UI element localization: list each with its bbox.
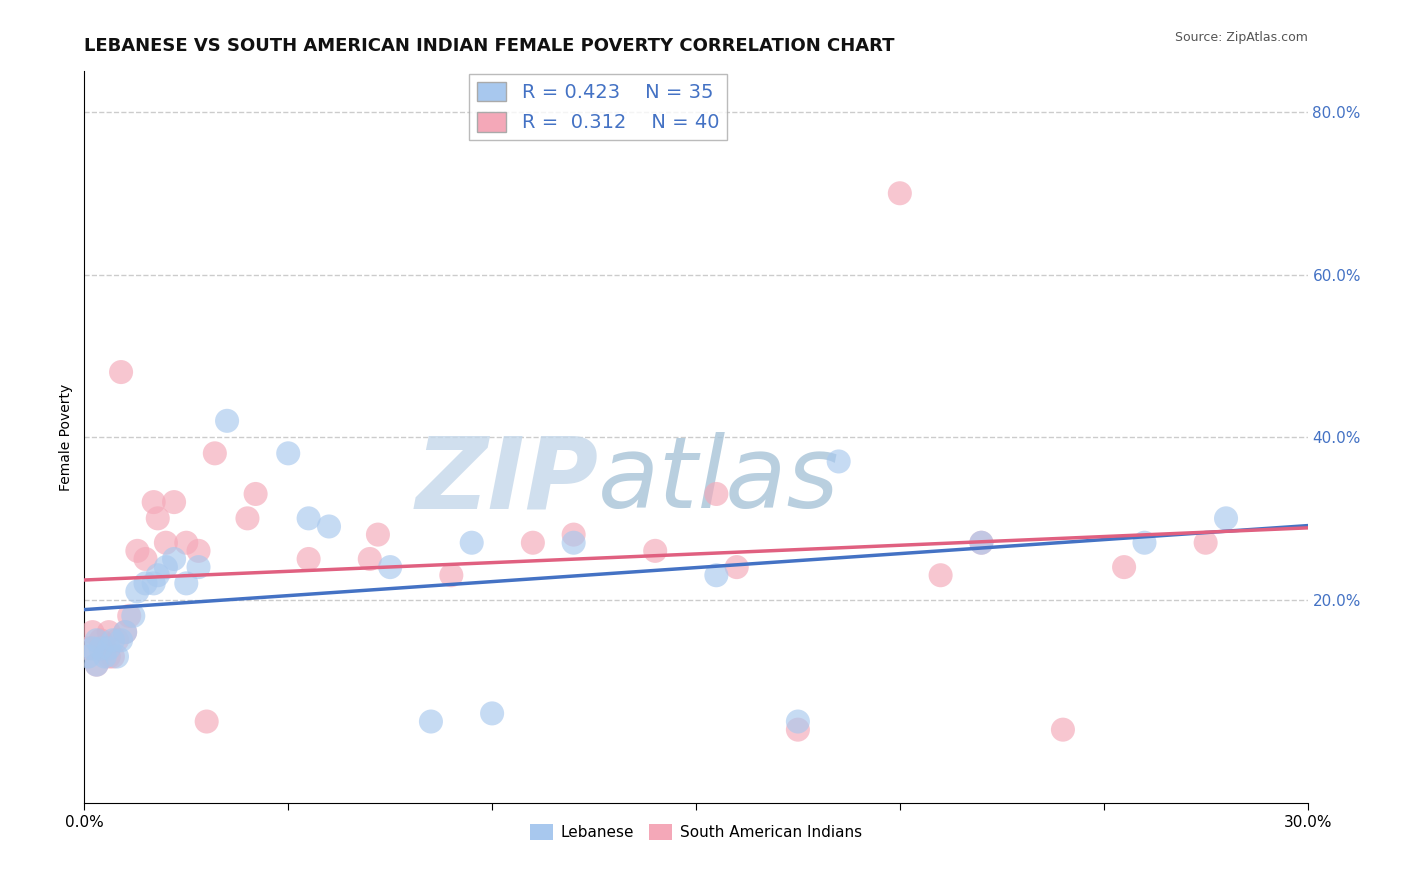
Point [245, 487, 267, 501]
Point [142, 495, 165, 509]
Point [217, 414, 239, 428]
Point [163, 552, 186, 566]
Point [706, 487, 728, 501]
Point [114, 625, 136, 640]
Point [787, 723, 810, 737]
Point [97, 641, 120, 656]
Point [146, 511, 169, 525]
Text: Source: ZipAtlas.com: Source: ZipAtlas.com [1174, 31, 1308, 45]
Point [163, 495, 186, 509]
Point [101, 633, 124, 648]
Text: atlas: atlas [598, 433, 839, 530]
Point [90, 633, 112, 648]
Point [105, 649, 128, 664]
Point [90, 641, 112, 656]
Point [174, 535, 197, 549]
Point [118, 608, 141, 623]
Text: LEBANESE VS SOUTH AMERICAN INDIAN FEMALE POVERTY CORRELATION CHART: LEBANESE VS SOUTH AMERICAN INDIAN FEMALE… [84, 37, 894, 54]
Point [277, 446, 299, 460]
Point [110, 633, 132, 648]
Point [318, 519, 340, 533]
Point [93, 649, 115, 664]
Point [187, 560, 209, 574]
Legend: Lebanese, South American Indians: Lebanese, South American Indians [524, 818, 868, 847]
Point [706, 568, 728, 582]
Text: ZIP: ZIP [415, 433, 598, 530]
Point [889, 186, 911, 201]
Point [122, 608, 145, 623]
Point [101, 649, 124, 664]
Point [236, 511, 259, 525]
Point [82, 625, 104, 640]
Point [1215, 511, 1237, 525]
Point [127, 584, 149, 599]
Point [367, 527, 389, 541]
Point [522, 535, 544, 549]
Point [420, 714, 443, 729]
Point [82, 641, 104, 656]
Point [77, 641, 100, 656]
Point [298, 511, 321, 525]
Point [135, 576, 157, 591]
Y-axis label: Female Poverty: Female Poverty [59, 384, 73, 491]
Point [86, 657, 108, 672]
Point [174, 576, 197, 591]
Point [562, 527, 585, 541]
Point [86, 633, 108, 648]
Point [114, 625, 136, 640]
Point [97, 649, 120, 664]
Point [187, 544, 209, 558]
Point [146, 568, 169, 582]
Point [461, 535, 484, 549]
Point [97, 625, 120, 640]
Point [725, 560, 748, 574]
Point [105, 633, 128, 648]
Point [93, 641, 115, 656]
Point [204, 446, 226, 460]
Point [142, 576, 165, 591]
Point [86, 657, 108, 672]
Point [970, 535, 993, 549]
Point [380, 560, 402, 574]
Point [562, 535, 585, 549]
Point [929, 568, 952, 582]
Point [787, 714, 810, 729]
Point [135, 552, 157, 566]
Point [481, 706, 503, 721]
Point [1195, 535, 1218, 549]
Point [1114, 560, 1136, 574]
Point [77, 649, 100, 664]
Point [970, 535, 993, 549]
Point [644, 544, 666, 558]
Point [1052, 723, 1074, 737]
Point [110, 365, 132, 379]
Point [359, 552, 381, 566]
Point [1133, 535, 1156, 549]
Point [828, 454, 851, 468]
Point [195, 714, 218, 729]
Point [440, 568, 463, 582]
Point [155, 535, 177, 549]
Point [155, 560, 177, 574]
Point [298, 552, 321, 566]
Point [127, 544, 149, 558]
